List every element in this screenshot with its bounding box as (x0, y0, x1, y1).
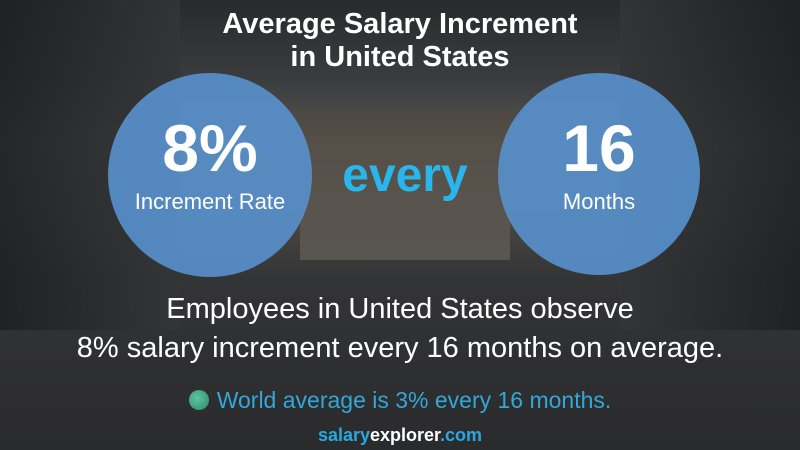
months-value: 16 (562, 111, 636, 185)
description-line-2: 8% salary increment every 16 months on a… (76, 332, 724, 364)
title-line-1: Average Salary Increment (222, 8, 578, 40)
title-line-2: in United States (290, 41, 510, 73)
brand-part-explorer: explorer (370, 425, 441, 445)
world-average-text: World average is 3% every 16 months. (216, 387, 612, 413)
description-line-1: Employees in United States observe (166, 293, 634, 325)
increment-rate-value: 8% (162, 111, 258, 185)
brand-part-com: .com (440, 425, 483, 445)
brand-link[interactable]: salaryexplorer.com (0, 425, 800, 446)
months-circle: 16 Months (498, 73, 700, 275)
globe-icon (188, 390, 209, 410)
increment-rate-circle: 8% Increment Rate (108, 73, 312, 277)
description: Employees in United States observe 8% sa… (0, 290, 800, 368)
increment-rate-label: Increment Rate (134, 189, 286, 214)
page-title: Average Salary Increment in United State… (0, 8, 800, 74)
world-average: World average is 3% every 16 months. (0, 387, 800, 414)
background-building-center (300, 110, 510, 260)
every-connector: every (342, 149, 468, 202)
months-label: Months (562, 189, 636, 214)
brand-part-salary: salary (317, 425, 370, 445)
